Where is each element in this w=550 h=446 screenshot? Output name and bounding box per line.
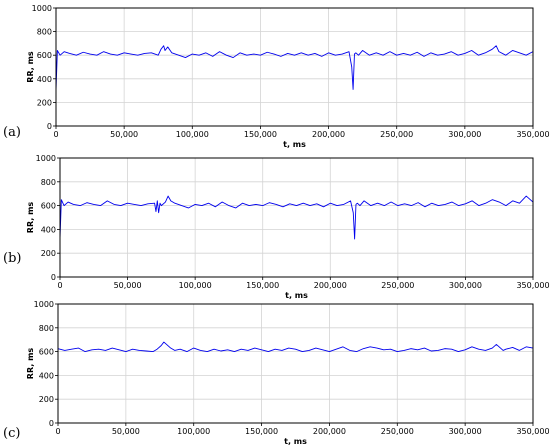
y-tick-label: 1000: [34, 300, 54, 309]
x-tick-label: 150,000: [244, 130, 277, 139]
x-tick-label: 50,000: [114, 281, 142, 290]
axes-frame: [59, 157, 534, 278]
rr-series-line: [59, 195, 534, 240]
x-tick-label: 250,000: [381, 427, 414, 436]
x-tick-label: 0: [53, 130, 58, 139]
x-tick-label: 150,000: [245, 427, 278, 436]
axes-frame: [55, 7, 534, 127]
panel-label: (c): [3, 426, 20, 441]
x-tick-label: 200,000: [313, 427, 346, 436]
y-axis-label: RR, ms: [26, 348, 35, 380]
chart-panel-a: 0 50,000 100,000 150,000 200,000 250,000 300,0…: [3, 4, 550, 149]
y-tick-label: 600: [41, 202, 56, 211]
rr-series-line: [57, 341, 534, 353]
chart-panel-c: 0 50,000 100,000 150,000 200,000 250,000 300,0…: [3, 300, 550, 446]
x-tick-label: 200,000: [314, 281, 347, 290]
x-axis-label: t, ms: [284, 437, 307, 446]
y-tick-label: 200: [39, 395, 54, 404]
y-tick-label: 200: [41, 249, 56, 258]
panel-label: (a): [3, 125, 21, 140]
plot-area: [58, 304, 533, 423]
y-tick-label: 600: [37, 51, 52, 60]
y-axis-label: RR, ms: [26, 51, 35, 83]
x-tick-label: 300,000: [449, 427, 482, 436]
x-tick-label: 350,000: [516, 281, 549, 290]
rr-series-line: [55, 45, 534, 91]
x-tick-label: 0: [57, 281, 62, 290]
y-tick-label: 400: [41, 225, 56, 234]
y-tick-label: 600: [39, 348, 54, 357]
x-tick-label: 100,000: [179, 281, 212, 290]
y-tick-label: 200: [37, 98, 52, 107]
x-tick-label: 100,000: [176, 130, 209, 139]
y-tick-label: 1000: [36, 154, 56, 163]
x-tick-label: 0: [55, 427, 60, 436]
y-tick-label: 0: [51, 273, 56, 282]
y-tick-label: 800: [37, 28, 52, 37]
x-axis-label: t, ms: [285, 291, 308, 300]
y-axis-label: RR, ms: [26, 202, 35, 234]
y-tick-label: 1000: [32, 4, 52, 13]
x-tick-label: 50,000: [112, 427, 140, 436]
y-tick-label: 0: [47, 122, 52, 131]
y-tick-label: 400: [37, 75, 52, 84]
x-tick-label: 350,000: [516, 427, 549, 436]
axes-frame: [57, 303, 534, 424]
x-tick-label: 250,000: [381, 281, 414, 290]
x-tick-label: 300,000: [448, 130, 481, 139]
x-tick-label: 50,000: [110, 130, 138, 139]
plot-area: [60, 158, 533, 277]
x-tick-label: 250,000: [380, 130, 413, 139]
panel-label: (b): [3, 251, 21, 266]
x-tick-label: 100,000: [177, 427, 210, 436]
x-axis-label: t, ms: [283, 140, 306, 149]
x-tick-label: 150,000: [246, 281, 279, 290]
x-tick-label: 350,000: [516, 130, 549, 139]
y-tick-label: 800: [39, 324, 54, 333]
y-tick-label: 0: [49, 419, 54, 428]
chart-panel-b: 0 50,000 100,000 150,000 200,000 250,000 300,0…: [3, 154, 550, 300]
x-tick-label: 300,000: [449, 281, 482, 290]
plot-area: [56, 8, 533, 126]
x-tick-label: 200,000: [312, 130, 345, 139]
y-tick-label: 400: [39, 371, 54, 380]
y-tick-label: 800: [41, 178, 56, 187]
